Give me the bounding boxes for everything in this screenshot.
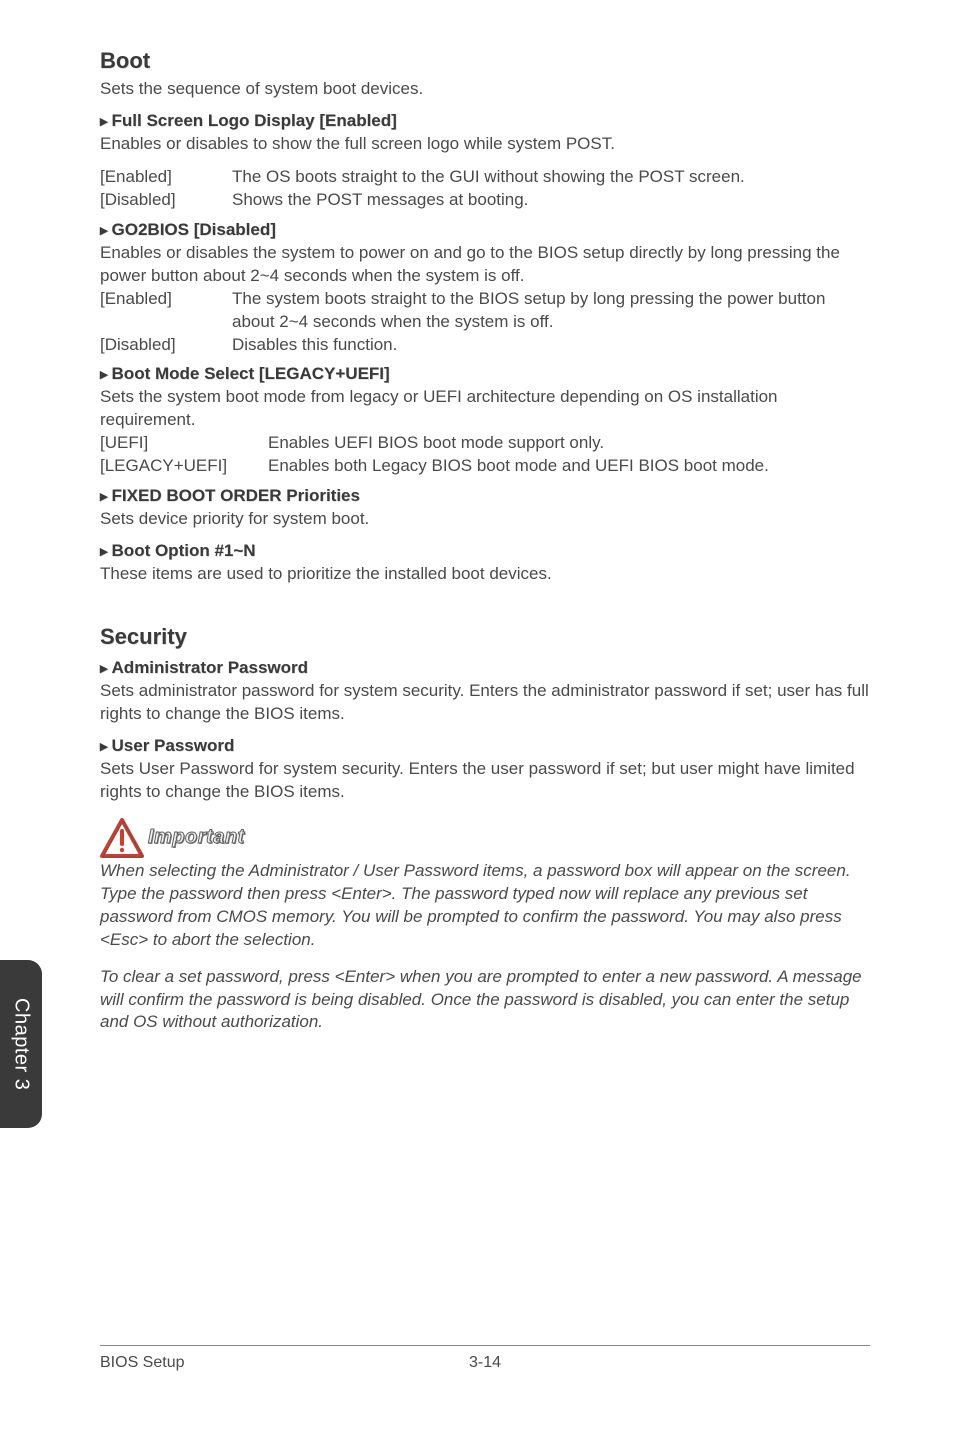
option-value: Disables this function. (232, 334, 870, 357)
option-key: [Enabled] (100, 288, 232, 334)
setting-heading: Boot Mode Select [LEGACY+UEFI] (100, 364, 870, 384)
option-key: [LEGACY+UEFI] (100, 455, 268, 478)
boot-desc: Sets the sequence of system boot devices… (100, 78, 870, 101)
option-row: [Enabled] The OS boots straight to the G… (100, 166, 870, 189)
option-key: [Disabled] (100, 334, 232, 357)
option-value: Enables both Legacy BIOS boot mode and U… (268, 455, 870, 478)
option-value: The system boots straight to the BIOS se… (232, 288, 870, 334)
footer-section-title: BIOS Setup (100, 1354, 357, 1372)
setting-desc: Sets administrator password for system s… (100, 680, 870, 726)
chapter-tab: Chapter 3 (0, 960, 42, 1128)
important-para: When selecting the Administrator / User … (100, 860, 870, 952)
warning-icon (100, 818, 144, 858)
important-label: Important (148, 826, 245, 849)
option-value: Shows the POST messages at booting. (232, 189, 870, 212)
setting-heading: Administrator Password (100, 658, 870, 678)
boot-heading: Boot (100, 48, 870, 74)
important-block: Important When selecting the Administrat… (100, 818, 870, 1035)
chapter-tab-label: Chapter 3 (10, 998, 33, 1090)
security-heading: Security (100, 624, 870, 650)
option-row: [Disabled] Disables this function. (100, 334, 870, 357)
setting-desc: Enables or disables the system to power … (100, 242, 870, 288)
option-value: The OS boots straight to the GUI without… (232, 166, 870, 189)
setting-heading: Full Screen Logo Display [Enabled] (100, 111, 870, 131)
setting-desc: Sets device priority for system boot. (100, 508, 870, 531)
setting-desc: Sets the system boot mode from legacy or… (100, 386, 870, 432)
setting-desc: These items are used to prioritize the i… (100, 563, 870, 586)
important-header: Important (100, 818, 870, 858)
option-value: Enables UEFI BIOS boot mode support only… (268, 432, 870, 455)
page-footer: BIOS Setup 3-14 (100, 1345, 870, 1372)
option-key: [UEFI] (100, 432, 268, 455)
setting-heading: FIXED BOOT ORDER Priorities (100, 486, 870, 506)
setting-heading: Boot Option #1~N (100, 541, 870, 561)
option-key: [Disabled] (100, 189, 232, 212)
important-para: To clear a set password, press <Enter> w… (100, 966, 870, 1035)
option-row: [UEFI] Enables UEFI BIOS boot mode suppo… (100, 432, 870, 455)
setting-heading: GO2BIOS [Disabled] (100, 220, 870, 240)
footer-page-number: 3-14 (357, 1354, 614, 1372)
setting-heading: User Password (100, 736, 870, 756)
option-row: [Enabled] The system boots straight to t… (100, 288, 870, 334)
option-row: [LEGACY+UEFI] Enables both Legacy BIOS b… (100, 455, 870, 478)
setting-desc: Sets User Password for system security. … (100, 758, 870, 804)
option-row: [Disabled] Shows the POST messages at bo… (100, 189, 870, 212)
option-key: [Enabled] (100, 166, 232, 189)
setting-desc: Enables or disables to show the full scr… (100, 133, 870, 156)
